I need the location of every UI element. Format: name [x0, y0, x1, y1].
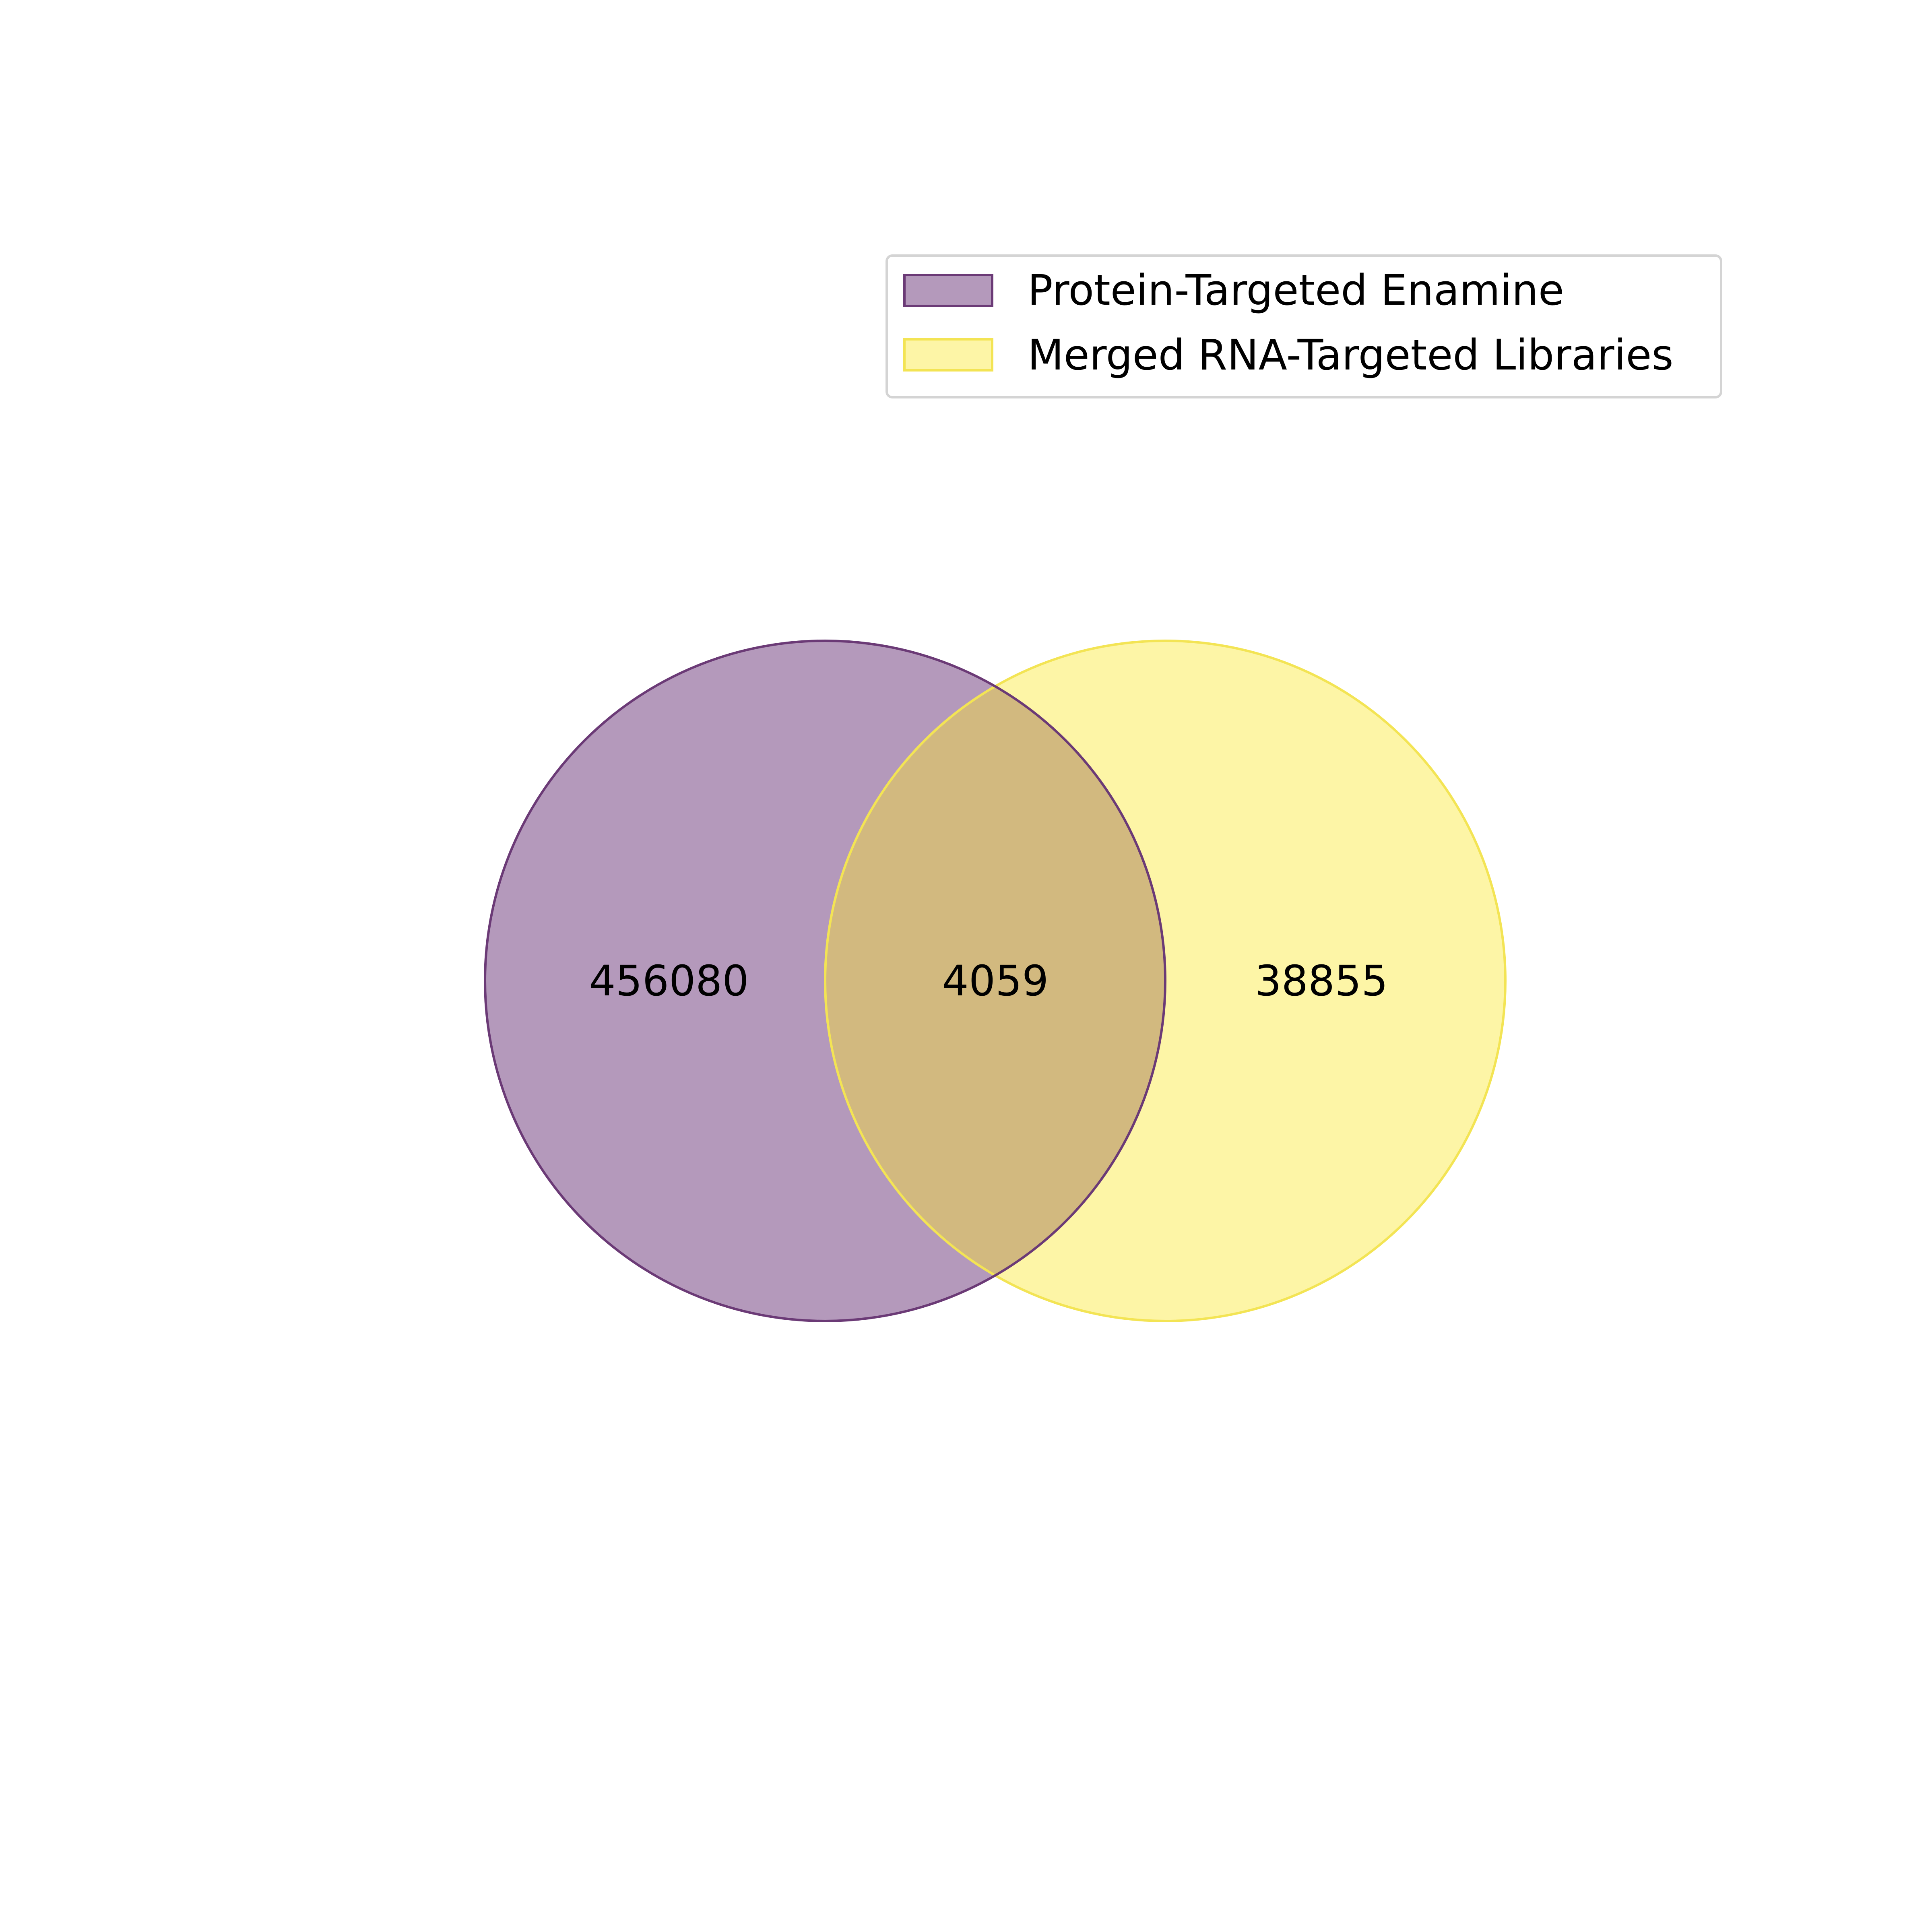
only-protein-count: 456080 [589, 956, 749, 1005]
protein-targeted-set-outline [484, 640, 1166, 1322]
rna-targeted-set-outline [824, 640, 1507, 1322]
legend: Protein-Targeted Enamine Merged RNA-Targ… [886, 254, 1722, 398]
intersection-region [825, 641, 1165, 1321]
intersection-count: 4059 [942, 956, 1049, 1005]
legend-swatch-rna [903, 338, 993, 372]
legend-swatch-protein [903, 274, 993, 307]
legend-label-protein: Protein-Targeted Enamine [1028, 266, 1564, 315]
legend-box [886, 254, 1722, 398]
legend-label-rna: Merged RNA-Targeted Libraries [1028, 330, 1674, 380]
only-rna-count: 38855 [1255, 956, 1388, 1005]
